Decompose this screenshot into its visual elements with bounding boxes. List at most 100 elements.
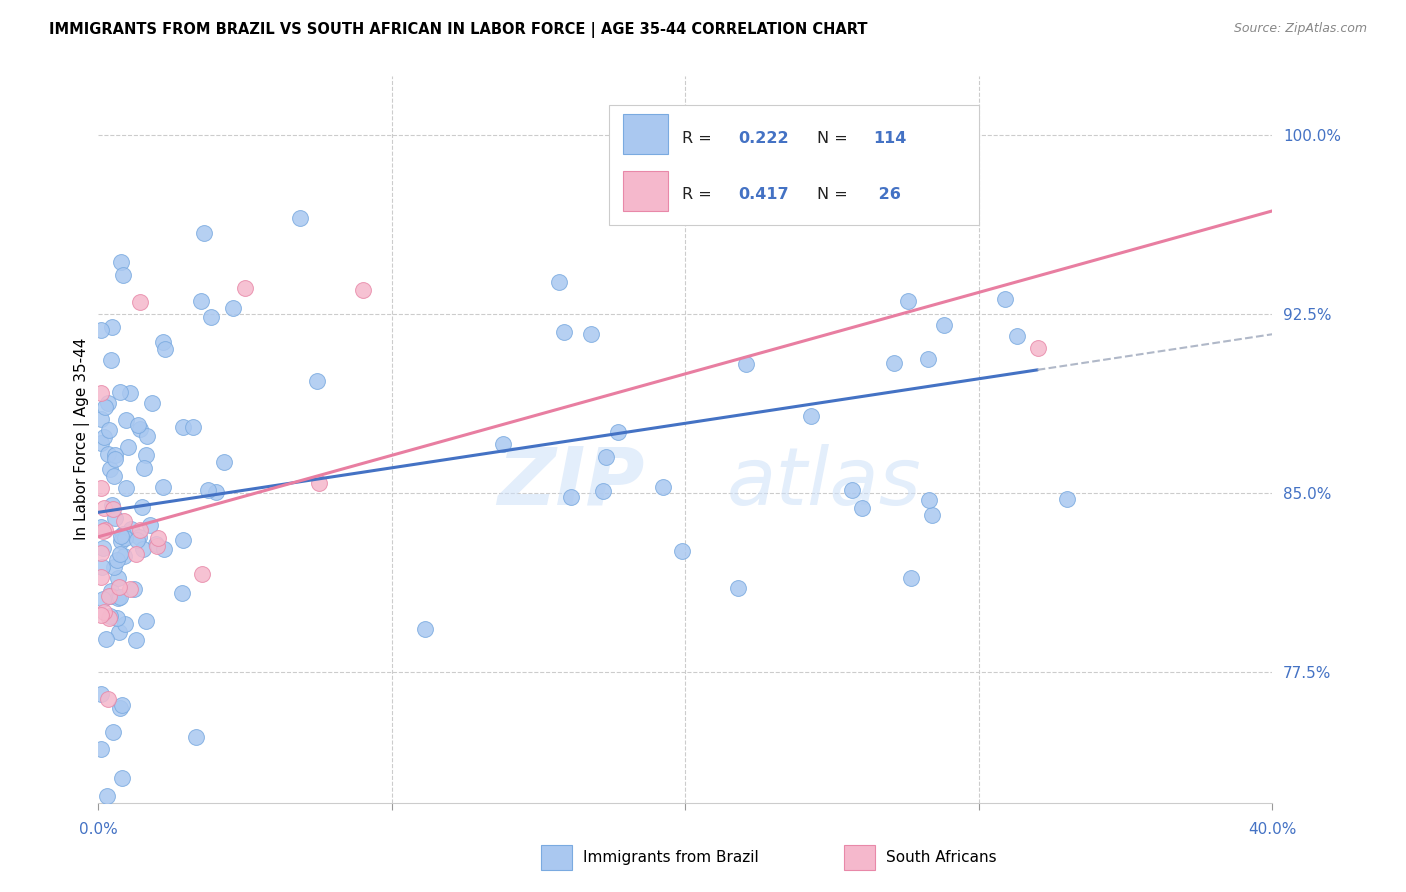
Point bbox=[103, 468, 125, 483]
Text: IMMIGRANTS FROM BRAZIL VS SOUTH AFRICAN IN LABOR FORCE | AGE 35-44 CORRELATION C: IMMIGRANTS FROM BRAZIL VS SOUTH AFRICAN … bbox=[49, 22, 868, 38]
Point bbox=[115, 413, 138, 427]
Point bbox=[200, 310, 222, 324]
Text: 0.222: 0.222 bbox=[738, 131, 789, 146]
Text: 0.417: 0.417 bbox=[738, 187, 789, 202]
Point bbox=[205, 485, 228, 500]
Point bbox=[233, 281, 256, 295]
Text: 0.0%: 0.0% bbox=[79, 822, 118, 837]
Point bbox=[152, 334, 174, 349]
Point bbox=[103, 560, 125, 574]
Point bbox=[800, 409, 823, 424]
Point bbox=[146, 531, 169, 545]
Point bbox=[152, 480, 174, 494]
Point bbox=[96, 632, 118, 646]
Text: ZIP: ZIP bbox=[496, 444, 644, 522]
Point bbox=[110, 534, 132, 549]
Point bbox=[103, 724, 125, 739]
Point bbox=[97, 447, 120, 461]
Point bbox=[921, 508, 943, 522]
Point bbox=[112, 514, 135, 528]
Point bbox=[108, 590, 131, 604]
Text: 26: 26 bbox=[873, 187, 901, 202]
Point bbox=[114, 481, 136, 495]
Text: N =: N = bbox=[817, 187, 853, 202]
Point bbox=[222, 301, 245, 316]
Point bbox=[100, 583, 122, 598]
Point bbox=[111, 771, 134, 785]
Point bbox=[606, 425, 628, 440]
Point bbox=[90, 520, 112, 534]
Point bbox=[93, 591, 115, 606]
Point bbox=[90, 323, 112, 337]
Point bbox=[883, 356, 905, 370]
Point bbox=[110, 529, 132, 543]
Point bbox=[307, 374, 329, 388]
Point bbox=[93, 501, 115, 516]
Point bbox=[111, 698, 134, 712]
Point bbox=[917, 352, 939, 367]
Point bbox=[553, 325, 575, 339]
Point bbox=[110, 255, 132, 269]
Point bbox=[114, 549, 136, 563]
Point bbox=[548, 275, 571, 289]
Point bbox=[125, 633, 148, 648]
Point bbox=[108, 701, 131, 715]
Point bbox=[841, 483, 863, 498]
Point bbox=[560, 491, 582, 505]
Bar bbox=[623, 114, 668, 154]
Point bbox=[132, 542, 155, 557]
Text: atlas: atlas bbox=[727, 444, 921, 522]
Point bbox=[918, 493, 941, 508]
Text: South Africans: South Africans bbox=[886, 850, 997, 864]
Point bbox=[90, 411, 112, 425]
Point bbox=[107, 591, 129, 605]
Y-axis label: In Labor Force | Age 35-44: In Labor Force | Age 35-44 bbox=[75, 338, 90, 541]
Point bbox=[105, 553, 128, 567]
Point bbox=[212, 454, 235, 468]
Text: 114: 114 bbox=[873, 131, 907, 146]
Point bbox=[1026, 341, 1049, 355]
Point bbox=[90, 742, 112, 756]
Point bbox=[98, 462, 121, 476]
Point bbox=[127, 533, 149, 548]
Point bbox=[727, 581, 749, 595]
Point bbox=[129, 294, 152, 309]
Point bbox=[97, 691, 120, 706]
Point bbox=[191, 566, 214, 581]
Point bbox=[90, 687, 112, 701]
Point bbox=[897, 294, 920, 309]
Point bbox=[108, 548, 131, 562]
Point bbox=[105, 610, 128, 624]
Point bbox=[90, 385, 112, 400]
Point bbox=[104, 510, 127, 524]
Point bbox=[186, 730, 208, 744]
Point bbox=[125, 547, 148, 561]
Point bbox=[352, 284, 374, 298]
Point bbox=[128, 530, 150, 544]
Point bbox=[110, 385, 132, 400]
Point bbox=[129, 421, 152, 435]
Point bbox=[172, 419, 194, 434]
Point bbox=[135, 614, 157, 628]
Point bbox=[107, 571, 129, 585]
Point bbox=[111, 268, 134, 282]
Point bbox=[153, 342, 176, 356]
Point bbox=[91, 524, 114, 539]
Point bbox=[132, 461, 155, 475]
Text: R =: R = bbox=[682, 187, 717, 202]
Point bbox=[197, 483, 219, 497]
Point bbox=[145, 537, 167, 551]
Point bbox=[100, 609, 122, 624]
Point bbox=[98, 611, 121, 625]
Point bbox=[579, 327, 602, 342]
Point bbox=[101, 502, 124, 516]
Point bbox=[135, 449, 157, 463]
Point bbox=[96, 789, 118, 804]
Point bbox=[90, 546, 112, 560]
Point bbox=[900, 572, 922, 586]
Point bbox=[117, 440, 139, 454]
Point bbox=[413, 622, 436, 636]
Point bbox=[136, 429, 159, 443]
Point bbox=[90, 560, 112, 574]
Point bbox=[288, 211, 311, 225]
